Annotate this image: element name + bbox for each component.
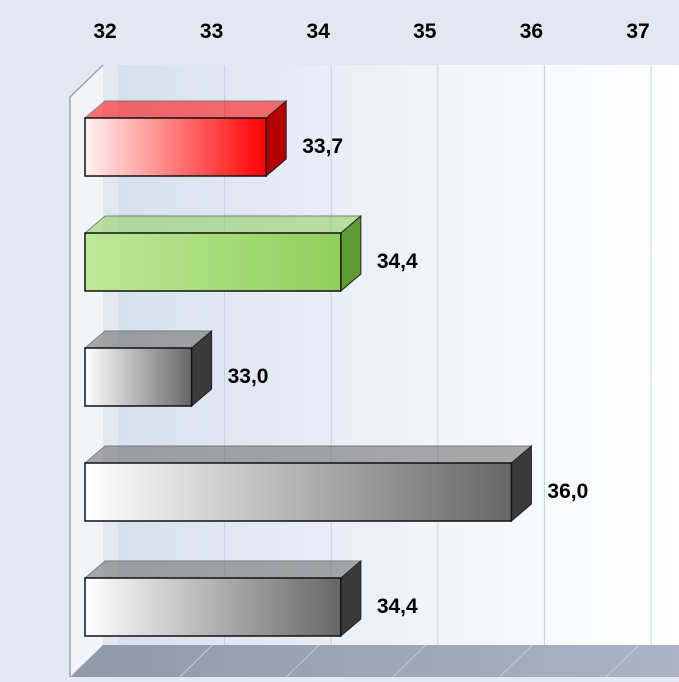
bar-front-face xyxy=(84,347,193,407)
x-tick-label: 34 xyxy=(307,20,331,43)
bar-front-face xyxy=(84,462,513,522)
bar-top-face xyxy=(83,330,213,349)
bar xyxy=(83,329,213,408)
floor-gridline xyxy=(179,644,213,678)
bar-top-face xyxy=(83,445,533,464)
x-axis: 32 33 34 35 36 37 xyxy=(93,20,649,43)
bar-front-face xyxy=(84,577,342,637)
data-label: 33,0 xyxy=(228,365,269,388)
bar xyxy=(83,444,533,523)
bar-front-face xyxy=(84,117,267,177)
bar-top-face xyxy=(83,100,288,119)
bar-front-face xyxy=(84,232,342,292)
bar-top-face xyxy=(83,560,363,579)
data-labels: 33,7 34,4 33,0 36,0 34,4 xyxy=(228,135,589,618)
data-label: 34,4 xyxy=(377,595,418,618)
data-label: 33,7 xyxy=(302,135,343,158)
x-tick-label: 32 xyxy=(93,20,116,43)
bars xyxy=(83,99,533,638)
bar xyxy=(83,214,363,293)
side-wall-edge xyxy=(69,64,104,677)
floor-gridline xyxy=(499,644,533,678)
x-tick-label: 35 xyxy=(413,20,437,43)
chart-floor xyxy=(70,644,679,678)
x-tick-label: 33 xyxy=(200,20,223,43)
floor-gridline xyxy=(605,644,640,678)
data-label: 34,4 xyxy=(377,250,418,273)
x-tick-label: 37 xyxy=(626,20,649,43)
bar xyxy=(83,559,363,638)
data-label: 36,0 xyxy=(547,480,588,503)
bar-top-face xyxy=(83,215,363,234)
floor-plane xyxy=(70,645,679,677)
floor-gridline xyxy=(285,644,320,678)
bar xyxy=(83,99,288,178)
x-tick-label: 36 xyxy=(520,20,543,43)
floor-gridline xyxy=(392,644,427,678)
